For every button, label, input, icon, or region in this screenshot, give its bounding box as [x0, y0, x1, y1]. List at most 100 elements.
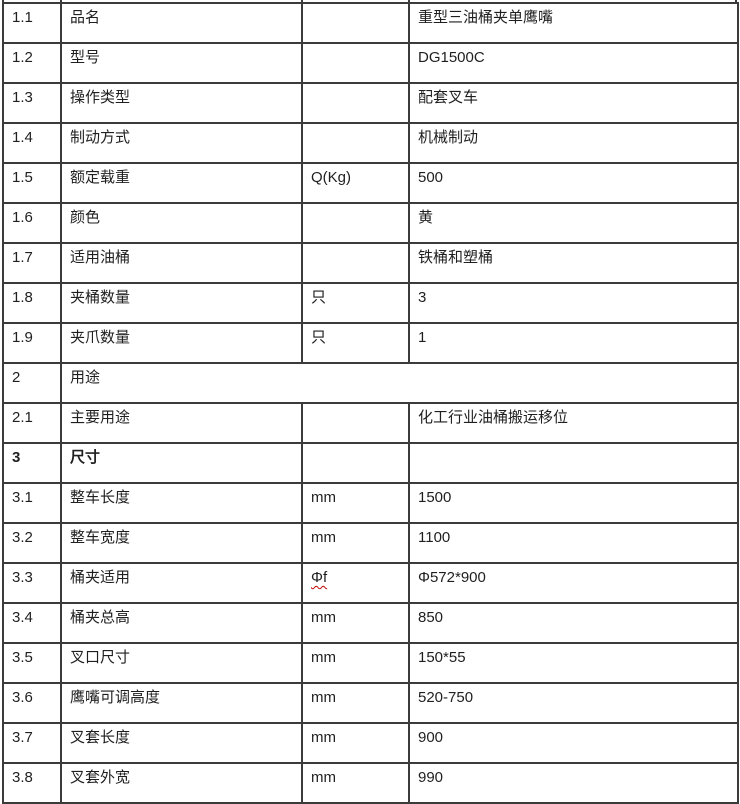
unit-text: mm [311, 769, 336, 786]
unit-text: mm [311, 729, 336, 746]
unit-cell: Q(Kg) [301, 162, 410, 204]
unit-cell: mm [301, 682, 410, 724]
unit-text: Q(Kg) [311, 169, 352, 186]
table-row: 3.5 叉口尺寸 mm 150*55 [2, 642, 739, 684]
table-row: 3.8 叉套外宽 mm 990 [2, 762, 739, 804]
table-row: 3.1 整车长度 mm 1500 [2, 482, 739, 524]
row-number-cell: 3.1 [2, 482, 62, 524]
label-cell: 颜色 [60, 202, 303, 244]
cut-mark [60, 0, 62, 2]
table-row: 3.4 桶夹总高 mm 850 [2, 602, 739, 644]
unit-cell [301, 242, 410, 284]
label-cell: 制动方式 [60, 122, 303, 164]
value-cell: 1500 [408, 482, 739, 524]
label-cell: 夹桶数量 [60, 282, 303, 324]
label-cell: 叉口尺寸 [60, 642, 303, 684]
unit-cell: mm [301, 722, 410, 764]
unit-text: Φf [311, 569, 328, 586]
row-number-cell: 3.6 [2, 682, 62, 724]
value-cell: 化工行业油桶搬运移位 [408, 402, 739, 444]
cut-mark [735, 0, 737, 2]
table-row: 2 用途 [2, 362, 739, 404]
unit-cell: mm [301, 482, 410, 524]
row-number-cell: 1.4 [2, 122, 62, 164]
unit-text: mm [311, 689, 336, 706]
value-cell: 500 [408, 162, 739, 204]
label-cell: 型号 [60, 42, 303, 84]
unit-cell: mm [301, 602, 410, 644]
row-number-cell: 3.5 [2, 642, 62, 684]
unit-text: mm [311, 649, 336, 666]
table-row: 1.7 适用油桶 铁桶和塑桶 [2, 242, 739, 284]
value-cell: 520-750 [408, 682, 739, 724]
unit-cell: mm [301, 762, 410, 804]
row-number-cell: 3.7 [2, 722, 62, 764]
value-cell: 850 [408, 602, 739, 644]
table-row: 3.3 桶夹适用 Φf Φ572*900 [2, 562, 739, 604]
table-row: 2.1 主要用途 化工行业油桶搬运移位 [2, 402, 739, 444]
table-row: 1.1 品名 重型三油桶夹单鹰嘴 [2, 2, 739, 44]
value-cell: 900 [408, 722, 739, 764]
table-row: 3.2 整车宽度 mm 1100 [2, 522, 739, 564]
unit-cell [301, 42, 410, 84]
row-number-cell: 1.2 [2, 42, 62, 84]
unit-cell: 只 [301, 322, 410, 364]
cut-mark [408, 0, 410, 2]
label-cell: 叉套外宽 [60, 762, 303, 804]
row-number-cell: 1.1 [2, 2, 62, 44]
row-number-cell: 1.6 [2, 202, 62, 244]
table-row: 1.5 额定载重 Q(Kg) 500 [2, 162, 739, 204]
value-cell: 150*55 [408, 642, 739, 684]
unit-cell [301, 202, 410, 244]
unit-cell [301, 442, 410, 484]
table-row: 1.6 颜色 黄 [2, 202, 739, 244]
value-cell: 1 [408, 322, 739, 364]
unit-cell [301, 82, 410, 124]
value-cell [408, 442, 739, 484]
row-number-cell: 3.3 [2, 562, 62, 604]
row-number-cell: 3.8 [2, 762, 62, 804]
row-number-cell: 3.4 [2, 602, 62, 644]
label-cell: 品名 [60, 2, 303, 44]
value-cell: 3 [408, 282, 739, 324]
row-number-cell: 1.5 [2, 162, 62, 204]
value-cell: 1100 [408, 522, 739, 564]
row-number-cell: 3 [2, 442, 62, 484]
table-row: 1.8 夹桶数量 只 3 [2, 282, 739, 324]
unit-cell: mm [301, 642, 410, 684]
label-cell: 整车宽度 [60, 522, 303, 564]
row-number-cell: 1.9 [2, 322, 62, 364]
value-cell: 黄 [408, 202, 739, 244]
unit-text: mm [311, 529, 336, 546]
cut-mark [301, 0, 303, 2]
label-cell: 桶夹总高 [60, 602, 303, 644]
label-cell: 用途 [60, 362, 739, 404]
table-row: 1.9 夹爪数量 只 1 [2, 322, 739, 364]
unit-cell: 只 [301, 282, 410, 324]
table-row: 1.2 型号 DG1500C [2, 42, 739, 84]
label-cell: 桶夹适用 [60, 562, 303, 604]
row-number-cell: 1.8 [2, 282, 62, 324]
unit-cell [301, 2, 410, 44]
row-number-cell: 2.1 [2, 402, 62, 444]
value-cell: 铁桶和塑桶 [408, 242, 739, 284]
unit-cell: mm [301, 522, 410, 564]
label-cell: 尺寸 [60, 442, 303, 484]
table-row: 1.4 制动方式 机械制动 [2, 122, 739, 164]
value-cell: 配套叉车 [408, 82, 739, 124]
value-cell: DG1500C [408, 42, 739, 84]
label-cell: 额定载重 [60, 162, 303, 204]
value-cell: 990 [408, 762, 739, 804]
label-cell: 鹰嘴可调高度 [60, 682, 303, 724]
row-number-cell: 1.3 [2, 82, 62, 124]
unit-text: 只 [311, 329, 327, 346]
unit-cell [301, 402, 410, 444]
unit-text: mm [311, 609, 336, 626]
label-cell: 整车长度 [60, 482, 303, 524]
table-row: 1.3 操作类型 配套叉车 [2, 82, 739, 124]
value-cell: 机械制动 [408, 122, 739, 164]
row-number-cell: 3.2 [2, 522, 62, 564]
